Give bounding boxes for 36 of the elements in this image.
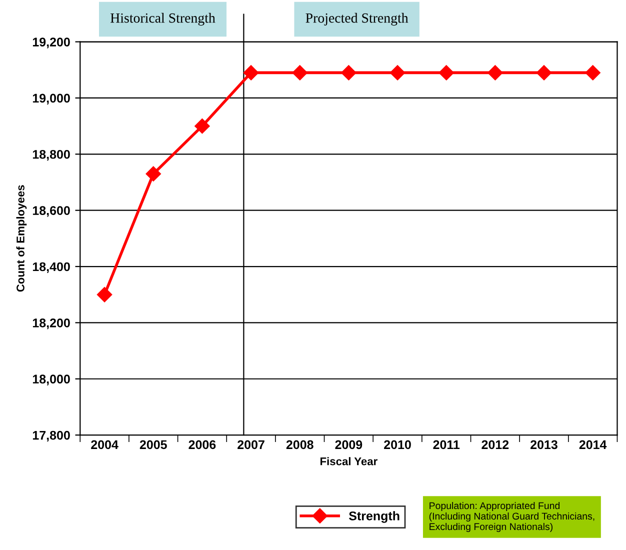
point [536, 65, 552, 80]
x-axis-title: Fiscal Year [320, 457, 378, 466]
y-tick-label: 18,400 [32, 262, 70, 273]
text: Projected Strength [306, 12, 408, 26]
x-tick-label: 2006 [188, 440, 216, 450]
x-tick-label: 2013 [530, 440, 558, 450]
y-tick-label: 18,000 [32, 374, 70, 386]
x-tick-label: 2009 [335, 440, 362, 450]
point [390, 65, 406, 80]
point [585, 65, 600, 80]
point [96, 287, 112, 302]
y-tick-label: 19,000 [32, 94, 70, 104]
point [146, 166, 161, 182]
point [243, 65, 259, 80]
point [292, 65, 308, 80]
legend-label: Strength [348, 511, 400, 523]
text: Population: Appropriated Fund (Including National Guard Technicians, Excluding Foreign Nationals) [429, 502, 594, 532]
y-tick-label: 18,800 [32, 150, 70, 161]
x-tick-label: 2014 [579, 440, 607, 450]
text: Historical Strength [110, 12, 216, 26]
x-tick-label: 2008 [286, 440, 314, 450]
y-tick-label: 18,200 [32, 318, 70, 330]
y-tick-label: 18,600 [32, 206, 70, 217]
y-axis-title: Count of Employees [16, 185, 27, 292]
x-tick-label: 2004 [91, 440, 118, 450]
x-tick-label: 2011 [433, 440, 460, 450]
point [341, 65, 356, 80]
y-tick-label: 19,200 [32, 38, 70, 48]
x-tick-label: 2005 [140, 440, 167, 450]
point [438, 65, 454, 80]
x-tick-label: 2012 [482, 440, 509, 450]
point [194, 118, 210, 134]
point [488, 65, 503, 80]
y-tick-label: 17,800 [32, 430, 70, 442]
x-tick-label: 2007 [238, 440, 264, 450]
x-tick-label: 2010 [384, 440, 411, 450]
